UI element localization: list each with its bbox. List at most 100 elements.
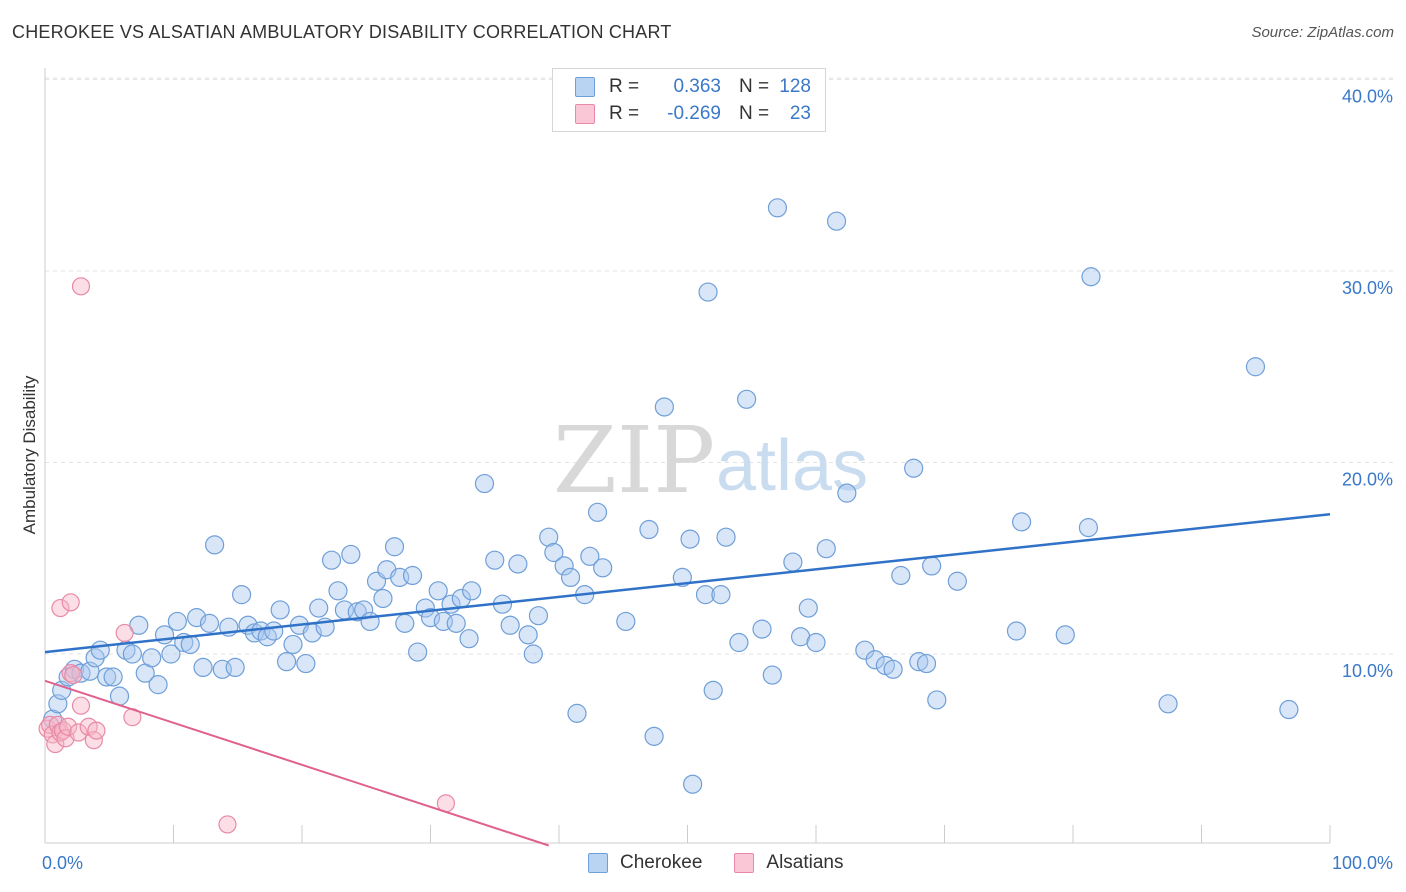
cherokee-point xyxy=(1081,267,1101,287)
legend-row-cherokee: R = 0.363 N = 128 xyxy=(575,74,811,100)
cherokee-point xyxy=(703,680,723,700)
cherokee-point xyxy=(129,615,149,635)
correlation-legend: R = 0.363 N = 128 R = -0.269 N = 23 xyxy=(552,68,826,132)
legend-r-value: 0.363 xyxy=(673,76,721,97)
y-tick-label: 10.0% xyxy=(1342,661,1393,681)
legend-item-cherokee[interactable]: Cherokee xyxy=(588,852,702,874)
chart-source: Source: ZipAtlas.com xyxy=(1251,24,1394,41)
cherokee-point xyxy=(1006,621,1027,641)
cherokee-point xyxy=(737,389,757,409)
cherokee-point xyxy=(167,611,187,632)
cherokee-point xyxy=(225,657,245,678)
cherokee-point xyxy=(270,600,290,620)
cherokee-point xyxy=(360,611,380,632)
cherokee-point xyxy=(554,556,574,576)
cherokee-point xyxy=(729,632,749,653)
cherokee-point xyxy=(402,565,423,586)
cherokee-point xyxy=(865,650,885,670)
cherokee-point xyxy=(395,613,415,633)
cherokee-point xyxy=(587,502,608,522)
cherokee-point xyxy=(922,556,942,576)
cherokee-point xyxy=(695,585,716,605)
legend-row-alsatians: R = -0.269 N = 23 xyxy=(575,101,811,127)
cherokee-point xyxy=(193,657,213,678)
cherokee-point xyxy=(142,648,162,668)
cherokee-point xyxy=(616,611,636,632)
chart-title: CHEROKEE VS ALSATIAN AMBULATORY DISABILI… xyxy=(12,22,672,42)
alsatians-trend-line xyxy=(44,679,550,847)
cherokee-point xyxy=(321,550,342,570)
cherokee-point xyxy=(544,542,564,563)
alsatians-point xyxy=(69,723,88,742)
alsatians-point xyxy=(61,593,80,612)
y-tick-label: 20.0% xyxy=(1342,470,1393,490)
legend-n-value: 128 xyxy=(779,76,811,97)
cherokee-point xyxy=(698,282,718,302)
cherokee-point xyxy=(373,588,393,609)
cherokee-point xyxy=(384,537,405,557)
alsatians-point xyxy=(87,721,106,740)
cherokee-point xyxy=(90,640,110,660)
series-legend: Cherokee Alsatians xyxy=(588,852,876,874)
cherokee-point xyxy=(539,527,559,547)
cherokee-point xyxy=(560,567,581,588)
tick-labels: 10.0% 20.0% 30.0% 40.0% 0.0% 100.0% xyxy=(42,87,1393,874)
cherokee-point xyxy=(680,529,700,549)
watermark-atlas: atlas xyxy=(716,426,868,506)
cherokee-swatch xyxy=(588,853,608,873)
alsatians-point xyxy=(59,717,78,736)
x-tick-label: 100.0% xyxy=(1332,853,1393,873)
cherokee-point xyxy=(446,613,466,633)
cherokee-point xyxy=(837,483,857,503)
cherokee-point xyxy=(341,544,361,565)
cherokee-point xyxy=(309,598,329,618)
cherokee-point xyxy=(716,527,736,547)
cherokee-point xyxy=(593,558,613,578)
cherokee-point xyxy=(883,659,903,679)
cherokee-point xyxy=(103,667,123,687)
cherokee-point xyxy=(485,550,505,570)
legend-r-value: -0.269 xyxy=(667,103,721,124)
watermark-zip: ZIP xyxy=(553,407,715,514)
cherokee-point xyxy=(580,546,600,566)
cherokee-point xyxy=(891,565,911,586)
cherokee-point xyxy=(816,539,836,559)
cherokee-trend-line xyxy=(44,512,1331,654)
alsatians-points xyxy=(38,277,456,834)
legend-r-label: R = xyxy=(609,103,640,124)
cherokee-point xyxy=(205,535,225,555)
cherokee-point xyxy=(474,473,495,494)
cherokee-point xyxy=(122,644,142,664)
alsatians-point xyxy=(218,815,237,834)
cherokee-point xyxy=(459,629,479,649)
cherokee-point xyxy=(711,585,731,605)
cherokee-point xyxy=(161,644,181,664)
cherokee-point xyxy=(1078,518,1099,538)
cherokee-point xyxy=(428,581,448,601)
legend-label-alsatians: Alsatians xyxy=(766,852,844,873)
cherokee-point xyxy=(672,567,692,588)
cherokee-point xyxy=(767,198,788,218)
cherokee-point xyxy=(752,619,772,639)
watermark: ZIP atlas xyxy=(553,407,868,514)
y-tick-label: 30.0% xyxy=(1342,278,1393,298)
cherokee-point xyxy=(408,642,428,662)
cherokee-point xyxy=(639,519,659,540)
cherokee-point xyxy=(1055,625,1075,645)
legend-n-label: N = xyxy=(739,76,770,97)
cherokee-point xyxy=(567,703,587,723)
cherokee-point xyxy=(1158,694,1178,714)
cherokee-point xyxy=(296,653,316,674)
cherokee-point xyxy=(528,606,549,626)
legend-item-alsatians[interactable]: Alsatians xyxy=(734,852,844,874)
alsatians-point xyxy=(51,598,70,618)
cherokee-point xyxy=(1279,699,1299,720)
alsatians-point xyxy=(115,623,134,643)
cherokee-swatch xyxy=(575,77,595,97)
cherokee-point xyxy=(798,598,818,618)
cherokee-point xyxy=(826,211,847,231)
cherokee-point xyxy=(927,690,947,710)
alsatians-swatch xyxy=(734,853,755,873)
cherokee-point xyxy=(199,613,220,633)
